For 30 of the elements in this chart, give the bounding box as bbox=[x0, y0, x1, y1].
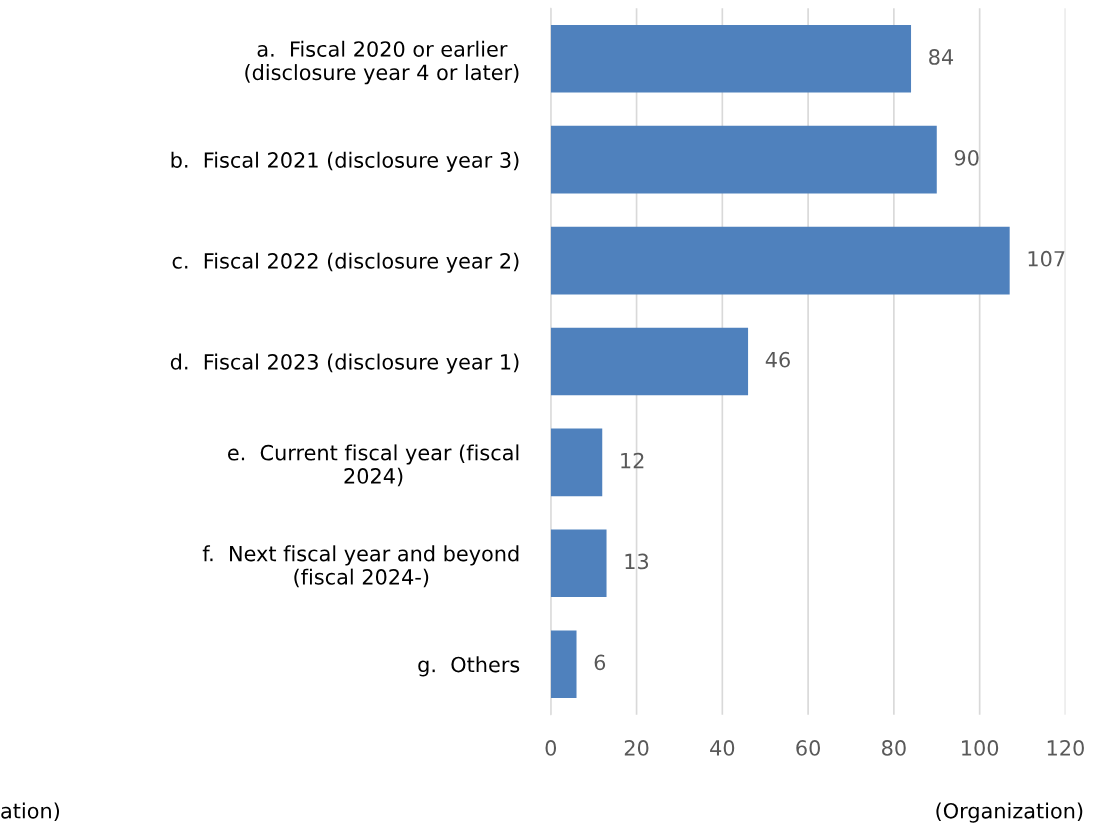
x-tick-label: 60 bbox=[796, 740, 820, 756]
x-tick-label: 20 bbox=[624, 740, 649, 756]
x-tick-label: 40 bbox=[710, 740, 735, 756]
bar bbox=[550, 428, 603, 497]
data-label: 12 bbox=[621, 452, 644, 469]
data-label: 90 bbox=[954, 149, 979, 166]
data-label: 107 bbox=[1028, 250, 1065, 267]
y-tick-label: a. Fiscal 2020 or earlier (disclosure year 4 or later) bbox=[245, 40, 519, 85]
data-label: 46 bbox=[765, 351, 790, 368]
y-tick-label: g. Others bbox=[418, 656, 520, 677]
data-label: 13 bbox=[625, 553, 649, 570]
bar bbox=[550, 24, 912, 93]
bar bbox=[550, 226, 1010, 295]
x-tick-label: 80 bbox=[882, 740, 906, 756]
y-tick-label: d. Fiscal 2023 (disclosure year 1) bbox=[170, 353, 519, 374]
bar bbox=[550, 529, 607, 598]
y-tick-label: e. Current fiscal year (fiscal 2024) bbox=[228, 444, 519, 487]
bar bbox=[550, 327, 749, 396]
text: ation) bbox=[1, 802, 60, 822]
x-tick-label: 0 bbox=[545, 740, 557, 756]
y-tick-label: b. Fiscal 2021 (disclosure year 3) bbox=[171, 151, 519, 172]
y-tick-label: f. Next fiscal year and beyond (fiscal 2024-) bbox=[202, 545, 519, 588]
x-tick-label: 100 bbox=[962, 740, 999, 756]
bar bbox=[550, 630, 577, 699]
x-tick-label: 120 bbox=[1047, 740, 1084, 756]
y-tick-label: c. Fiscal 2022 (disclosure year 2) bbox=[172, 252, 519, 273]
bar bbox=[550, 125, 937, 194]
data-label: 6 bbox=[594, 654, 606, 671]
data-label: 84 bbox=[929, 49, 954, 65]
x-axis-title: (Organization) bbox=[936, 802, 1083, 823]
